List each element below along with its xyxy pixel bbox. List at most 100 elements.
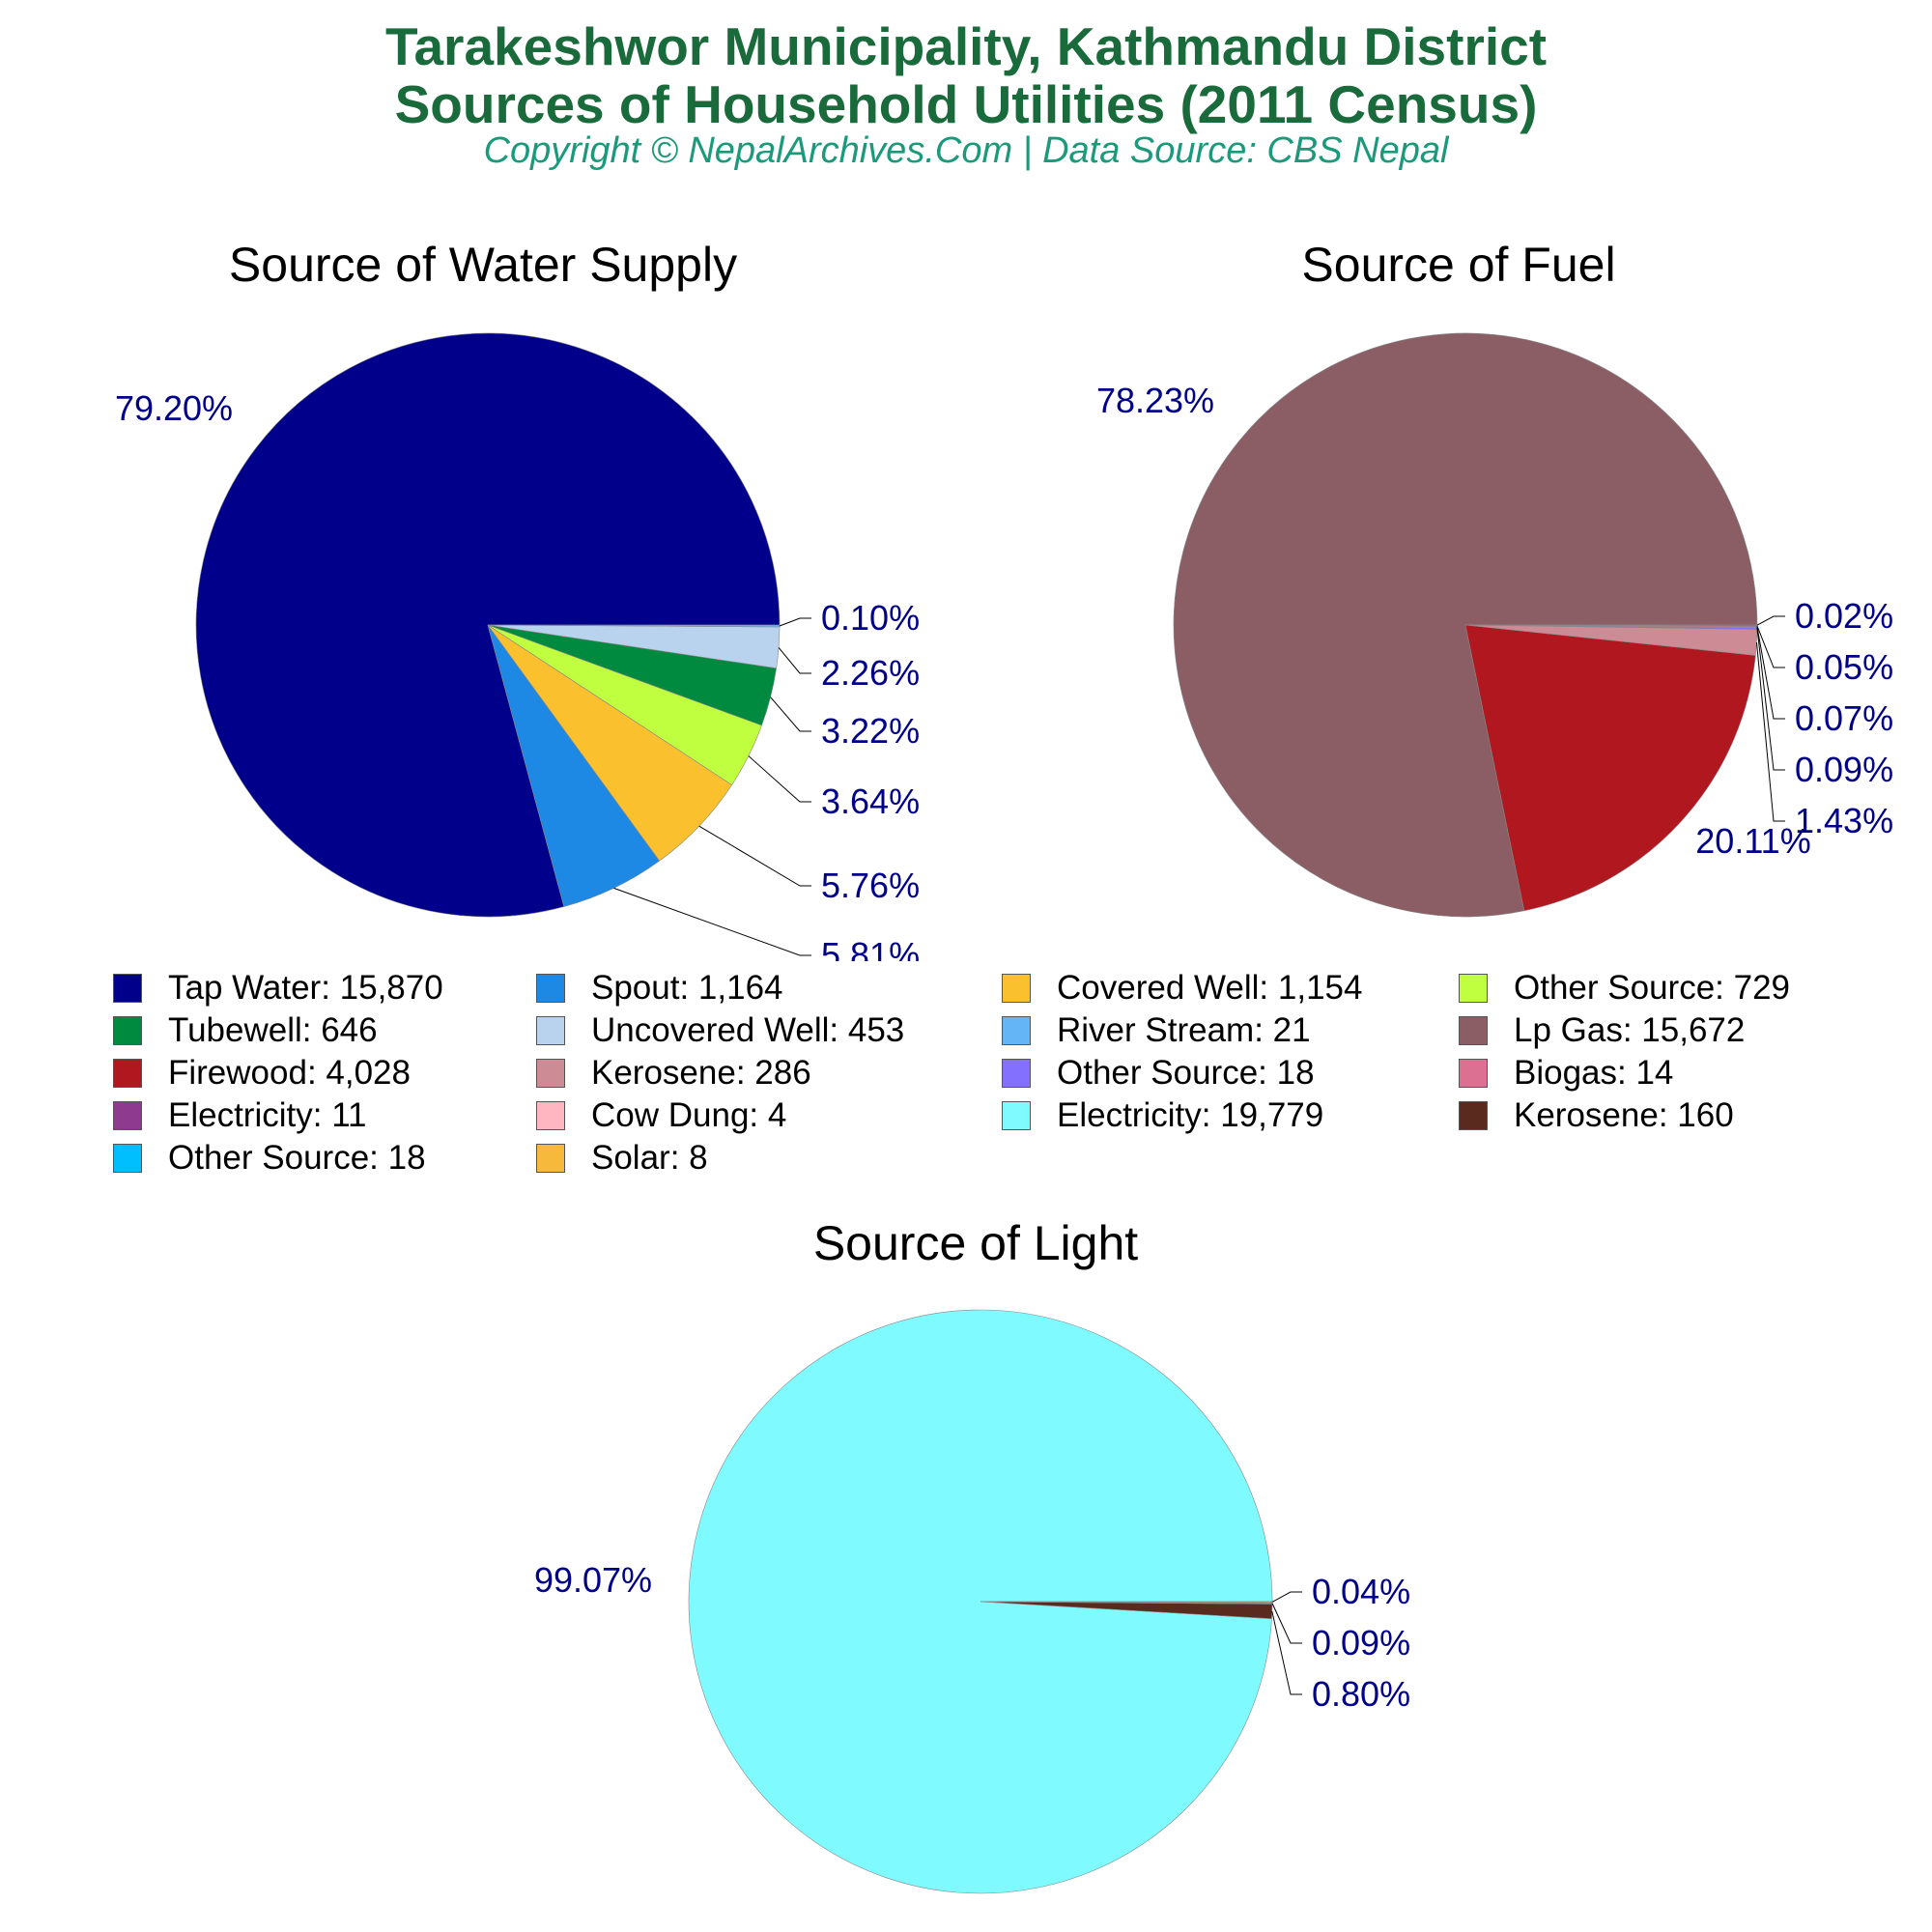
legend-item: Solar: 8 <box>536 1139 708 1178</box>
legend-swatch <box>1459 1101 1488 1130</box>
pct-label: 2.26% <box>821 653 920 693</box>
legend-label: Kerosene: 160 <box>1514 1096 1734 1134</box>
legend-swatch <box>1459 1016 1488 1045</box>
legend-label: Tap Water: 15,870 <box>168 969 443 1007</box>
legend-item: Tubewell: 646 <box>113 1011 378 1050</box>
chart-title-water: Source of Water Supply <box>228 238 738 292</box>
pct-label: 0.04% <box>1312 1572 1410 1611</box>
legend-swatch <box>1002 1101 1031 1130</box>
legend-item: Other Source: 729 <box>1459 969 1790 1008</box>
legend-swatch <box>113 1101 142 1130</box>
legend-label: River Stream: 21 <box>1057 1011 1311 1049</box>
legend-label: Spout: 1,164 <box>591 969 783 1007</box>
legend-swatch <box>1459 974 1488 1003</box>
legend-label: Firewood: 4,028 <box>168 1054 411 1092</box>
chart-title-fuel: Source of Fuel <box>1301 238 1616 292</box>
legend-label: Other Source: 18 <box>168 1139 426 1177</box>
pct-label: 0.07% <box>1795 698 1893 738</box>
legend-item: Uncovered Well: 453 <box>536 1011 904 1050</box>
legend-item: Other Source: 18 <box>1002 1054 1315 1093</box>
main-title: Tarakeshwor Municipality, Kathmandu Dist… <box>0 17 1932 133</box>
leader-line <box>779 617 811 627</box>
legend-label: Lp Gas: 15,672 <box>1514 1011 1746 1049</box>
legend-label: Other Source: 729 <box>1514 969 1790 1007</box>
pct-label: 5.81% <box>821 935 920 975</box>
legend-label: Uncovered Well: 453 <box>591 1011 905 1049</box>
pct-label-major: 79.20% <box>115 388 233 428</box>
legend-label: Biogas: 14 <box>1514 1054 1674 1092</box>
leader-line <box>1271 1610 1302 1695</box>
legend-item: Kerosene: 160 <box>1459 1096 1734 1135</box>
leader-line <box>1756 625 1785 668</box>
legend-label: Electricity: 19,779 <box>1057 1096 1324 1134</box>
legend-item: Cow Dung: 4 <box>536 1096 786 1135</box>
legend-swatch <box>536 974 565 1003</box>
legend-label: Other Source: 18 <box>1057 1054 1315 1092</box>
legend-swatch <box>113 1016 142 1045</box>
legend-item: Other Source: 18 <box>113 1139 426 1178</box>
legend-swatch <box>536 1101 565 1130</box>
pie-slice-river-stream <box>487 624 781 628</box>
legend-item: Covered Well: 1,154 <box>1002 969 1362 1008</box>
legend: Tap Water: 15,870 Spout: 1,164 Covered Wel… <box>113 969 1929 1181</box>
chart-title-light: Source of Light <box>812 1216 1139 1270</box>
legend-swatch <box>536 1144 565 1173</box>
pie-slice-firewood <box>1464 624 1756 912</box>
legend-swatch <box>113 1144 142 1173</box>
legend-swatch <box>536 1016 565 1045</box>
leader-line <box>1271 1603 1302 1644</box>
pct-label: 20.11% <box>1695 821 1810 861</box>
pct-label: 3.22% <box>821 711 920 751</box>
pct-label: 1.43% <box>1795 801 1893 840</box>
pct-label: 3.64% <box>821 781 920 821</box>
legend-swatch <box>113 974 142 1003</box>
legend-label: Tubewell: 646 <box>168 1011 378 1049</box>
pct-label: 0.05% <box>1795 647 1893 687</box>
legend-swatch <box>1002 1059 1031 1088</box>
title-line-1: Tarakeshwor Municipality, Kathmandu Dist… <box>384 16 1548 76</box>
pct-label: 0.02% <box>1795 596 1893 636</box>
legend-swatch <box>1002 1016 1031 1045</box>
leader-line <box>1271 1591 1302 1603</box>
leader-line <box>778 647 811 674</box>
pct-label-major: 78.23% <box>1096 381 1214 420</box>
title-line-2: Sources of Household Utilities (2011 Cen… <box>394 74 1538 134</box>
legend-item: Electricity: 11 <box>113 1096 367 1135</box>
leader-line <box>748 755 811 803</box>
pct-label: 0.10% <box>821 598 920 638</box>
legend-label: Kerosene: 286 <box>591 1054 811 1092</box>
legend-item: Firewood: 4,028 <box>113 1054 411 1093</box>
legend-item: Lp Gas: 15,672 <box>1459 1011 1745 1050</box>
legend-swatch <box>1459 1059 1488 1088</box>
pct-label-major: 99.07% <box>534 1560 652 1600</box>
legend-item: Electricity: 19,779 <box>1002 1096 1323 1135</box>
legend-label: Covered Well: 1,154 <box>1057 969 1363 1007</box>
pct-label: 0.09% <box>1312 1623 1410 1662</box>
legend-item: River Stream: 21 <box>1002 1011 1311 1050</box>
pie-fuel: 78.23% 0.02% 0.05% 0.07% 0.09% 1.43%20.11% <box>1096 332 1893 918</box>
legend-label: Solar: 8 <box>591 1139 708 1177</box>
pct-label: 0.80% <box>1312 1674 1410 1714</box>
leader-line <box>1755 641 1785 822</box>
leader-line <box>770 696 811 732</box>
legend-swatch <box>536 1059 565 1088</box>
legend-item: Spout: 1,164 <box>536 969 783 1008</box>
legend-label: Electricity: 11 <box>168 1096 367 1134</box>
pct-label: 5.76% <box>821 866 920 905</box>
legend-swatch <box>113 1059 142 1088</box>
leader-line <box>1756 615 1785 626</box>
leader-line <box>613 887 811 956</box>
pct-label: 0.09% <box>1795 750 1893 789</box>
legend-swatch <box>1002 974 1031 1003</box>
legend-item: Biogas: 14 <box>1459 1054 1673 1093</box>
leader-line <box>698 825 811 887</box>
subtitle: Copyright © NepalArchives.Com | Data Sou… <box>483 130 1449 171</box>
pie-water-supply: 79.20% 0.10% 2.26% 3.22% 3.64% 5.76% 5.81% <box>115 332 920 975</box>
pie-light: 99.07% 0.04% 0.09% 0.80% <box>534 1309 1410 1894</box>
legend-item: Tap Water: 15,870 <box>113 969 443 1008</box>
leader-line <box>1756 626 1785 720</box>
legend-label: Cow Dung: 4 <box>591 1096 787 1134</box>
leader-line <box>1756 628 1785 771</box>
legend-item: Kerosene: 286 <box>536 1054 811 1093</box>
